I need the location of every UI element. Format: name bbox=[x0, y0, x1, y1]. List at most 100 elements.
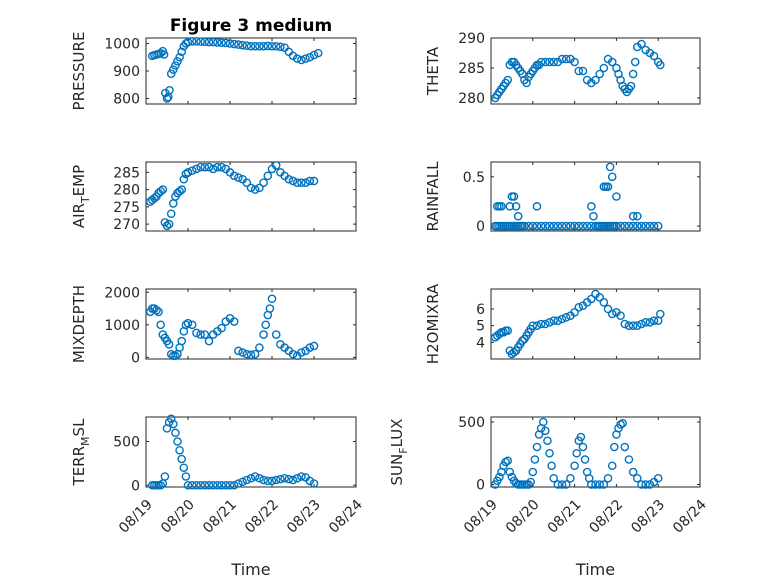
data-point bbox=[276, 474, 285, 484]
y-tick-label: 285 bbox=[458, 61, 485, 77]
y-tick-label: 0 bbox=[476, 219, 485, 235]
data-point bbox=[288, 349, 298, 359]
data-point bbox=[301, 54, 310, 63]
data-point bbox=[557, 480, 567, 489]
data-point bbox=[196, 37, 205, 46]
figure-title: Figure 3 medium bbox=[170, 16, 332, 36]
data-point bbox=[166, 69, 176, 79]
y-tick-label: 275 bbox=[113, 200, 140, 216]
data-point bbox=[599, 298, 609, 307]
data-point bbox=[624, 455, 634, 464]
data-point bbox=[309, 176, 319, 186]
data-point bbox=[545, 57, 554, 67]
data-point bbox=[234, 346, 243, 356]
data-point bbox=[179, 174, 189, 184]
y-tick-label: 270 bbox=[113, 217, 140, 233]
data-point bbox=[541, 426, 550, 436]
data-point bbox=[503, 326, 513, 335]
data-point bbox=[250, 185, 260, 194]
data-point bbox=[305, 476, 315, 486]
data-point bbox=[591, 480, 600, 489]
data-point bbox=[612, 221, 621, 231]
data-point bbox=[641, 221, 650, 231]
data-point bbox=[192, 37, 201, 46]
x-tick-label: 08/20 bbox=[503, 497, 543, 537]
data-point bbox=[171, 428, 180, 438]
data-point bbox=[547, 461, 556, 471]
axes-frame bbox=[490, 288, 701, 360]
x-tick-label: 08/22 bbox=[586, 497, 626, 537]
data-point bbox=[192, 328, 201, 338]
subplot-rainfall: 0 0.5 RAINFALL bbox=[424, 161, 701, 235]
data-point bbox=[225, 39, 235, 48]
data-point bbox=[288, 176, 298, 186]
data-point bbox=[637, 39, 646, 49]
data-point bbox=[250, 41, 260, 51]
data-point bbox=[271, 161, 281, 170]
data-point bbox=[271, 330, 281, 339]
data-point bbox=[171, 351, 180, 361]
y-tick-label: 800 bbox=[113, 92, 140, 108]
y-axis-label: MIXDEPTH bbox=[70, 285, 88, 363]
data-point bbox=[503, 75, 513, 85]
data-point bbox=[633, 211, 642, 221]
data-point bbox=[276, 42, 285, 52]
x-tick-label: 08/24 bbox=[670, 497, 710, 537]
data-point bbox=[213, 162, 222, 172]
data-point bbox=[603, 182, 613, 191]
data-point bbox=[549, 57, 559, 67]
data-point bbox=[301, 178, 310, 187]
data-point bbox=[229, 171, 239, 181]
data-point bbox=[655, 60, 665, 70]
data-point bbox=[524, 221, 533, 231]
data-point bbox=[545, 221, 554, 231]
data-point bbox=[572, 448, 581, 458]
data-point bbox=[246, 183, 256, 193]
data-point bbox=[217, 38, 226, 47]
data-point bbox=[284, 474, 294, 484]
data-point bbox=[229, 317, 239, 326]
data-point bbox=[589, 211, 598, 221]
x-tick-label: 08/24 bbox=[326, 497, 366, 537]
data-point bbox=[160, 472, 170, 481]
data-point bbox=[173, 437, 182, 446]
data-point bbox=[607, 461, 617, 471]
data-point bbox=[532, 221, 542, 231]
data-point bbox=[578, 66, 588, 76]
data-point bbox=[566, 221, 575, 231]
axes-frame bbox=[490, 161, 701, 232]
y-tick-label: 0.5 bbox=[463, 170, 485, 186]
data-point bbox=[637, 480, 646, 489]
data-point bbox=[518, 336, 527, 345]
data-point bbox=[532, 442, 542, 452]
data-point bbox=[649, 51, 659, 61]
data-point bbox=[505, 202, 515, 211]
data-point bbox=[649, 316, 659, 325]
data-point bbox=[168, 419, 178, 429]
subplot-h2omixra: 456 H2OMIXRA bbox=[424, 283, 701, 364]
data-point bbox=[570, 57, 579, 67]
data-point bbox=[196, 480, 205, 490]
data-point bbox=[591, 75, 600, 85]
data-point bbox=[541, 57, 550, 67]
data-point bbox=[162, 221, 172, 231]
y-tick-label: 0 bbox=[131, 350, 140, 366]
data-point bbox=[156, 320, 165, 330]
y-tick-label: 500 bbox=[458, 415, 485, 431]
data-point bbox=[204, 37, 214, 47]
data-point bbox=[543, 436, 552, 446]
y-tick-label: 280 bbox=[113, 183, 140, 199]
data-point bbox=[616, 221, 625, 231]
data-point bbox=[532, 202, 542, 211]
data-point bbox=[259, 41, 268, 51]
data-point bbox=[570, 461, 579, 471]
data-point bbox=[574, 66, 584, 76]
data-point bbox=[187, 480, 197, 490]
data-point bbox=[520, 221, 529, 231]
data-point bbox=[620, 442, 630, 452]
data-point bbox=[305, 52, 315, 62]
data-point bbox=[297, 55, 306, 65]
x-axis-label: Time bbox=[575, 560, 615, 579]
data-point bbox=[267, 41, 277, 51]
data-point bbox=[561, 221, 571, 231]
